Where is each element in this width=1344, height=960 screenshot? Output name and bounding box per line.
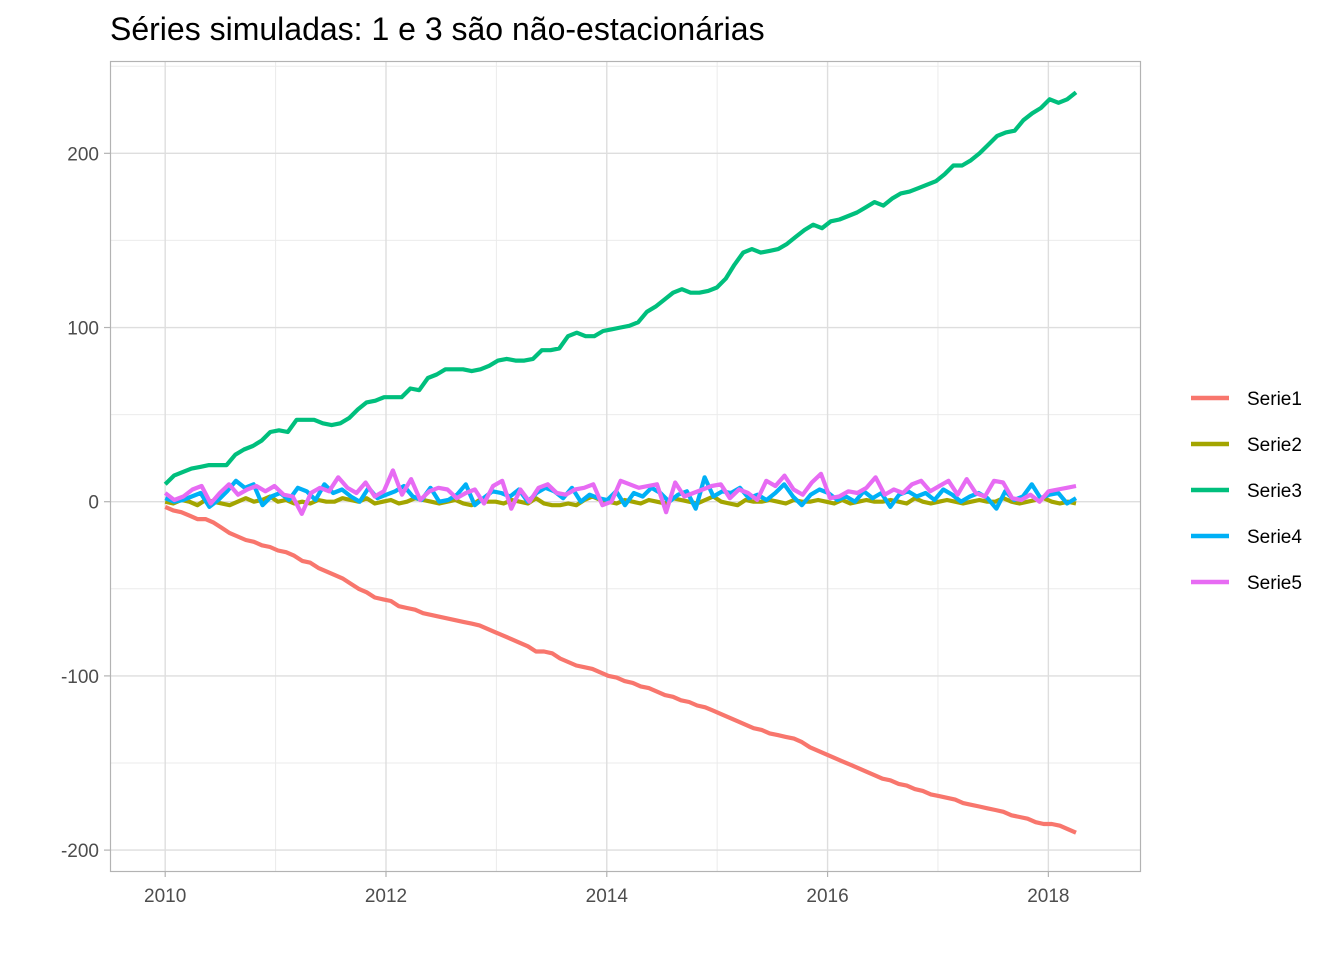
y-axis: -200 -100 0 100 200 xyxy=(61,144,110,862)
grid-minor xyxy=(110,61,1140,871)
y-tick-label: -200 xyxy=(61,841,99,862)
y-tick-label: 0 xyxy=(88,493,99,514)
series-line-serie1 xyxy=(164,504,1077,835)
series-line-serie5 xyxy=(163,468,1077,517)
x-tick-label: 2014 xyxy=(586,886,629,907)
x-tick-label: 2018 xyxy=(1027,886,1069,907)
legend-label-serie3: Serie3 xyxy=(1247,481,1302,502)
x-tick-label: 2012 xyxy=(365,886,407,907)
series-lines xyxy=(163,90,1078,835)
y-tick-label: 100 xyxy=(67,319,99,340)
legend: Serie1 Serie2 Serie3 Serie4 Serie5 xyxy=(1191,389,1302,594)
series-line-serie3 xyxy=(163,90,1078,486)
legend-label-serie1: Serie1 xyxy=(1247,389,1302,410)
y-tick-label: -100 xyxy=(61,667,99,688)
legend-label-serie5: Serie5 xyxy=(1247,573,1302,594)
plot-panel xyxy=(110,61,1141,872)
plot-border xyxy=(109,60,1142,873)
legend-label-serie2: Serie2 xyxy=(1247,435,1302,456)
x-axis: 2010 2012 2014 2016 2018 xyxy=(144,871,1070,907)
x-tick-label: 2010 xyxy=(144,886,186,907)
chart-title: Séries simuladas: 1 e 3 são não-estacion… xyxy=(110,11,765,47)
y-tick-label: 200 xyxy=(67,144,99,165)
series-line-serie4 xyxy=(164,475,1078,511)
x-tick-label: 2016 xyxy=(806,886,848,907)
legend-label-serie4: Serie4 xyxy=(1247,527,1302,548)
